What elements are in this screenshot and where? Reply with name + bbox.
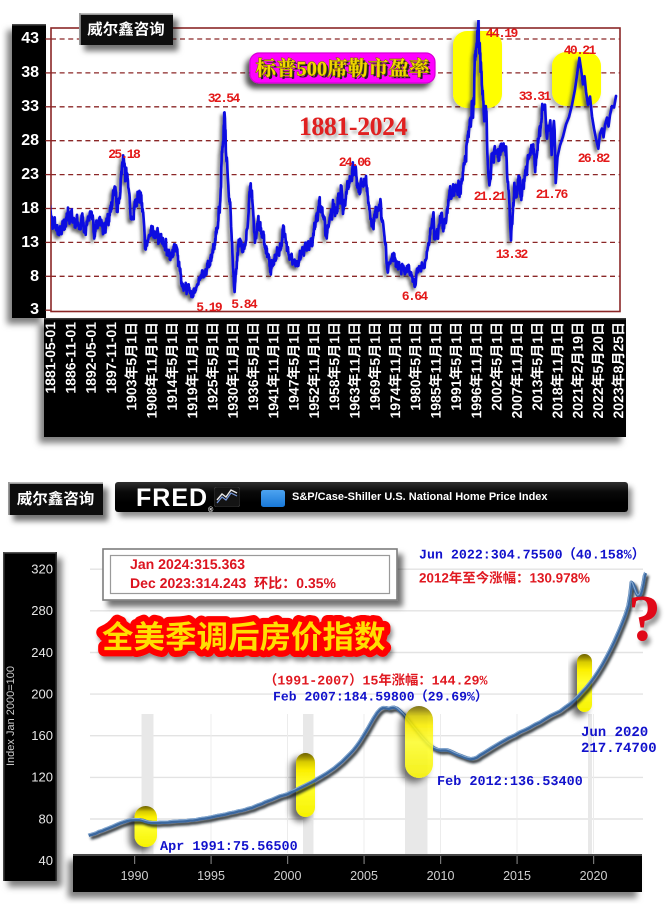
svg-text:1995: 1995: [197, 869, 225, 883]
svg-text:240: 240: [31, 645, 53, 660]
svg-text:200: 200: [31, 686, 53, 701]
svg-text:2005: 2005: [350, 869, 378, 883]
svg-text:280: 280: [31, 603, 53, 618]
svg-text:2020: 2020: [580, 869, 608, 883]
svg-text:1990: 1990: [121, 869, 149, 883]
svg-text:2010: 2010: [427, 869, 455, 883]
svg-text:80: 80: [39, 811, 53, 826]
svg-text:2015: 2015: [503, 869, 531, 883]
svg-text:120: 120: [31, 770, 53, 785]
svg-text:160: 160: [31, 728, 53, 743]
svg-text:2000: 2000: [274, 869, 302, 883]
svg-text:320: 320: [31, 562, 53, 577]
svg-text:Index Jan 2000=100: Index Jan 2000=100: [5, 666, 17, 766]
svg-text:40: 40: [39, 853, 53, 868]
